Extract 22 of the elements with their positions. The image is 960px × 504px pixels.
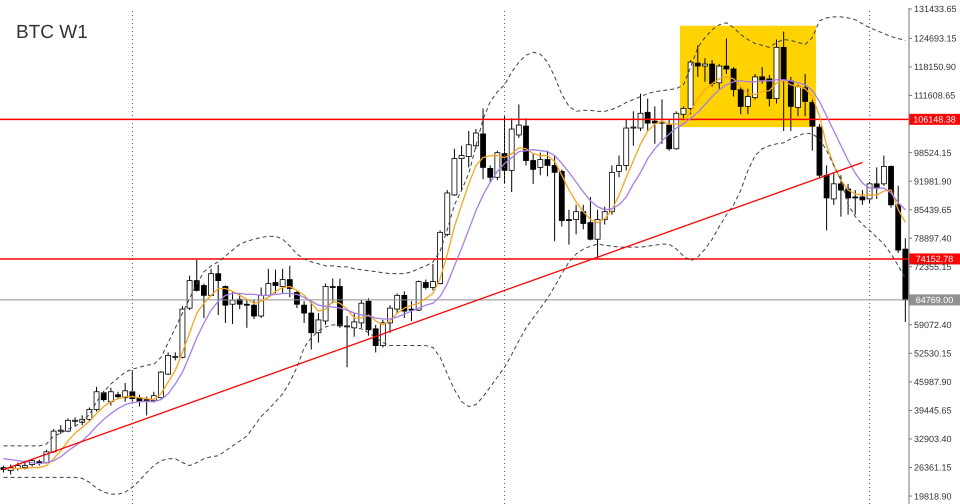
line-series [3, 132, 906, 495]
line-series [3, 16, 906, 446]
y-tick-label: 39445.65 [914, 406, 952, 416]
y-tick-label: 85439.65 [914, 204, 952, 215]
y-tick-label: 26361.15 [914, 462, 952, 473]
y-tick-label: 19818.90 [914, 491, 952, 502]
y-tick-label: 124693.15 [914, 34, 957, 44]
y-tick-label: 59072.40 [914, 320, 952, 330]
y-tick-label: 45987.90 [914, 377, 952, 388]
y-tick-label: 72355.15 [914, 262, 952, 272]
y-tick-label: 52530.15 [914, 348, 952, 359]
ref-line-label: 64769.00 [916, 294, 954, 305]
y-tick-label: 78897.40 [914, 233, 952, 244]
ref-line-label: 106148.38 [913, 114, 956, 124]
y-tick-label: 91981.90 [914, 176, 952, 186]
y-tick-label: 111608.65 [914, 90, 956, 101]
text: BTC W1 [16, 22, 88, 44]
ref-line-label: 74152.78 [916, 254, 954, 264]
y-tick-label: 98524.15 [914, 148, 952, 158]
y-tick-label: 32903.40 [914, 434, 952, 444]
y-tick-label: 118150.90 [914, 62, 956, 72]
y-tick-label: 131433.65 [914, 4, 957, 14]
